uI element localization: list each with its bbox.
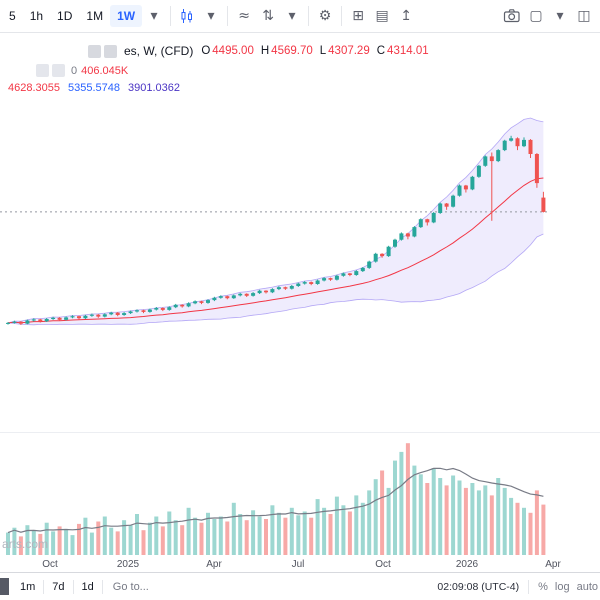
volume-menu-icon[interactable] xyxy=(52,64,65,77)
time-axis-label: Oct xyxy=(42,559,58,570)
range-button-1d[interactable]: 1d xyxy=(81,580,94,593)
main-chart[interactable] xyxy=(0,95,600,557)
clock-display[interactable]: 02:09:08 (UTC-4) xyxy=(437,580,520,593)
toolbar-divider xyxy=(308,6,310,26)
symbol-legend-row[interactable]: es, W, (CFD) O 4495.00 H 4569.70 L 4307.29 C 43… xyxy=(88,44,429,58)
timeframe-button-1d[interactable]: 1D xyxy=(57,9,73,23)
toolbar-divider xyxy=(227,6,229,26)
bollinger-value-0: 4628.3055 xyxy=(8,82,60,94)
symbol-logo-icon xyxy=(104,44,117,58)
pane-corner-button[interactable] xyxy=(0,578,9,595)
time-axis-label: Apr xyxy=(545,559,561,570)
watchlist-icon[interactable]: ▤ xyxy=(375,8,389,24)
timeframe-button-1h[interactable]: 1h xyxy=(29,9,44,23)
bollinger-lower-line xyxy=(7,233,544,326)
volume-value: 406.045K xyxy=(81,64,129,77)
timeframe-button-1w[interactable]: 1W xyxy=(110,5,143,27)
ohlc-value: 4307.29 xyxy=(328,45,370,57)
indicators-icon[interactable]: ≈ xyxy=(238,8,250,24)
divider xyxy=(101,579,103,594)
bottom-toolbar: 1m 7d 1d Go to... 02:09:08 (UTC-4) % log aut… xyxy=(0,572,600,600)
toolbar-right-group: ▢ ▾ ◫ xyxy=(500,0,600,32)
range-button-group: 1m 7d 1d xyxy=(14,579,105,595)
chart-type-candles-icon[interactable] xyxy=(175,4,199,28)
range-button-1m[interactable]: 1m xyxy=(20,580,36,593)
ohlc-label: H xyxy=(260,45,270,57)
symbol-logo-icon xyxy=(88,44,101,58)
caret-down-icon[interactable]: ▾ xyxy=(288,8,296,24)
top-toolbar: 5 1h 1D 1M 1W ▾ ▾ ≈ ⇅ ▾ ⚙ ⊞ ▤ ↥ ▢ ▾ ◫ xyxy=(0,0,600,33)
bollinger-basis-line xyxy=(7,177,544,324)
range-button-7d[interactable]: 7d xyxy=(52,580,65,593)
alert-icon[interactable]: ↥ xyxy=(400,8,412,24)
caret-down-icon[interactable]: ▾ xyxy=(150,8,158,24)
ohlc-value: 4569.70 xyxy=(271,45,313,57)
ohlc-label: O xyxy=(201,45,211,57)
goto-button[interactable]: Go to... xyxy=(112,580,149,593)
grid-layout-icon[interactable]: ⊞ xyxy=(352,8,364,24)
compare-icon[interactable]: ⇅ xyxy=(262,8,274,24)
ohlc-l: L 4307.29 xyxy=(320,45,370,57)
bollinger-legend-row[interactable]: 4628.3055 5355.5748 3901.0362 xyxy=(8,82,188,94)
symbol-title[interactable]: es, W, (CFD) xyxy=(124,44,194,58)
volume-eye-icon[interactable] xyxy=(36,64,49,77)
watermark-text: arts.com xyxy=(2,537,49,551)
toolbar-left-group: 5 1h 1D 1M 1W ▾ ▾ ≈ ⇅ ▾ ⚙ ⊞ ▤ ↥ xyxy=(0,0,500,32)
divider xyxy=(43,579,45,594)
divider xyxy=(528,579,530,594)
time-axis-label: 2026 xyxy=(455,559,479,570)
candlestick-series xyxy=(6,135,546,325)
camera-icon[interactable] xyxy=(500,4,524,28)
timeframe-button-1m[interactable]: 1M xyxy=(86,9,104,23)
settings-gear-icon[interactable]: ⚙ xyxy=(318,8,332,24)
ohlc-h: H 4569.70 xyxy=(261,45,313,57)
bollinger-band xyxy=(7,117,544,326)
time-axis-label: Apr xyxy=(206,559,222,570)
bollinger-value-2: 3901.0362 xyxy=(128,82,180,94)
bollinger-upper-line xyxy=(7,117,544,324)
volume-prefix: 0 xyxy=(71,64,78,77)
scale-button-auto[interactable]: auto xyxy=(576,580,598,593)
time-axis-label: Jul xyxy=(291,559,305,570)
ohlc-value: 4495.00 xyxy=(212,45,254,57)
scale-button-log[interactable]: log xyxy=(554,580,570,593)
ohlc-o: O 4495.00 xyxy=(201,45,254,57)
scale-button-percent[interactable]: % xyxy=(538,580,548,593)
ohlc-values: O 4495.00 H 4569.70 L 4307.29 C 4314.01 xyxy=(201,45,428,57)
volume-legend-row[interactable]: 0 406.045K xyxy=(36,64,128,77)
toolbar-divider xyxy=(170,6,172,26)
scale-button-group: % log auto xyxy=(538,581,598,593)
time-axis[interactable]: Oct 2025 Apr Jul Oct 2026 Apr xyxy=(0,557,600,572)
caret-down-icon[interactable]: ▾ xyxy=(207,8,215,24)
bollinger-value-1: 5355.5748 xyxy=(68,82,120,94)
volume-series xyxy=(6,443,546,555)
ohlc-value: 4314.01 xyxy=(387,45,429,57)
ohlc-label: C xyxy=(376,45,386,57)
bottom-right-group: 02:09:08 (UTC-4) % log auto xyxy=(437,579,600,594)
time-axis-label: 2025 xyxy=(116,559,140,570)
timeframe-button-5[interactable]: 5 xyxy=(9,9,16,23)
volume-ma-line xyxy=(7,467,544,534)
divider xyxy=(72,579,74,594)
ohlc-c: C 4314.01 xyxy=(377,45,429,57)
toolbar-divider xyxy=(341,6,343,26)
object-tree-icon[interactable]: ◫ xyxy=(577,8,591,24)
time-axis-label: Oct xyxy=(375,559,391,570)
ohlc-label: L xyxy=(319,45,327,57)
caret-down-icon[interactable]: ▾ xyxy=(556,8,564,24)
layout-square-icon[interactable]: ▢ xyxy=(529,8,543,24)
